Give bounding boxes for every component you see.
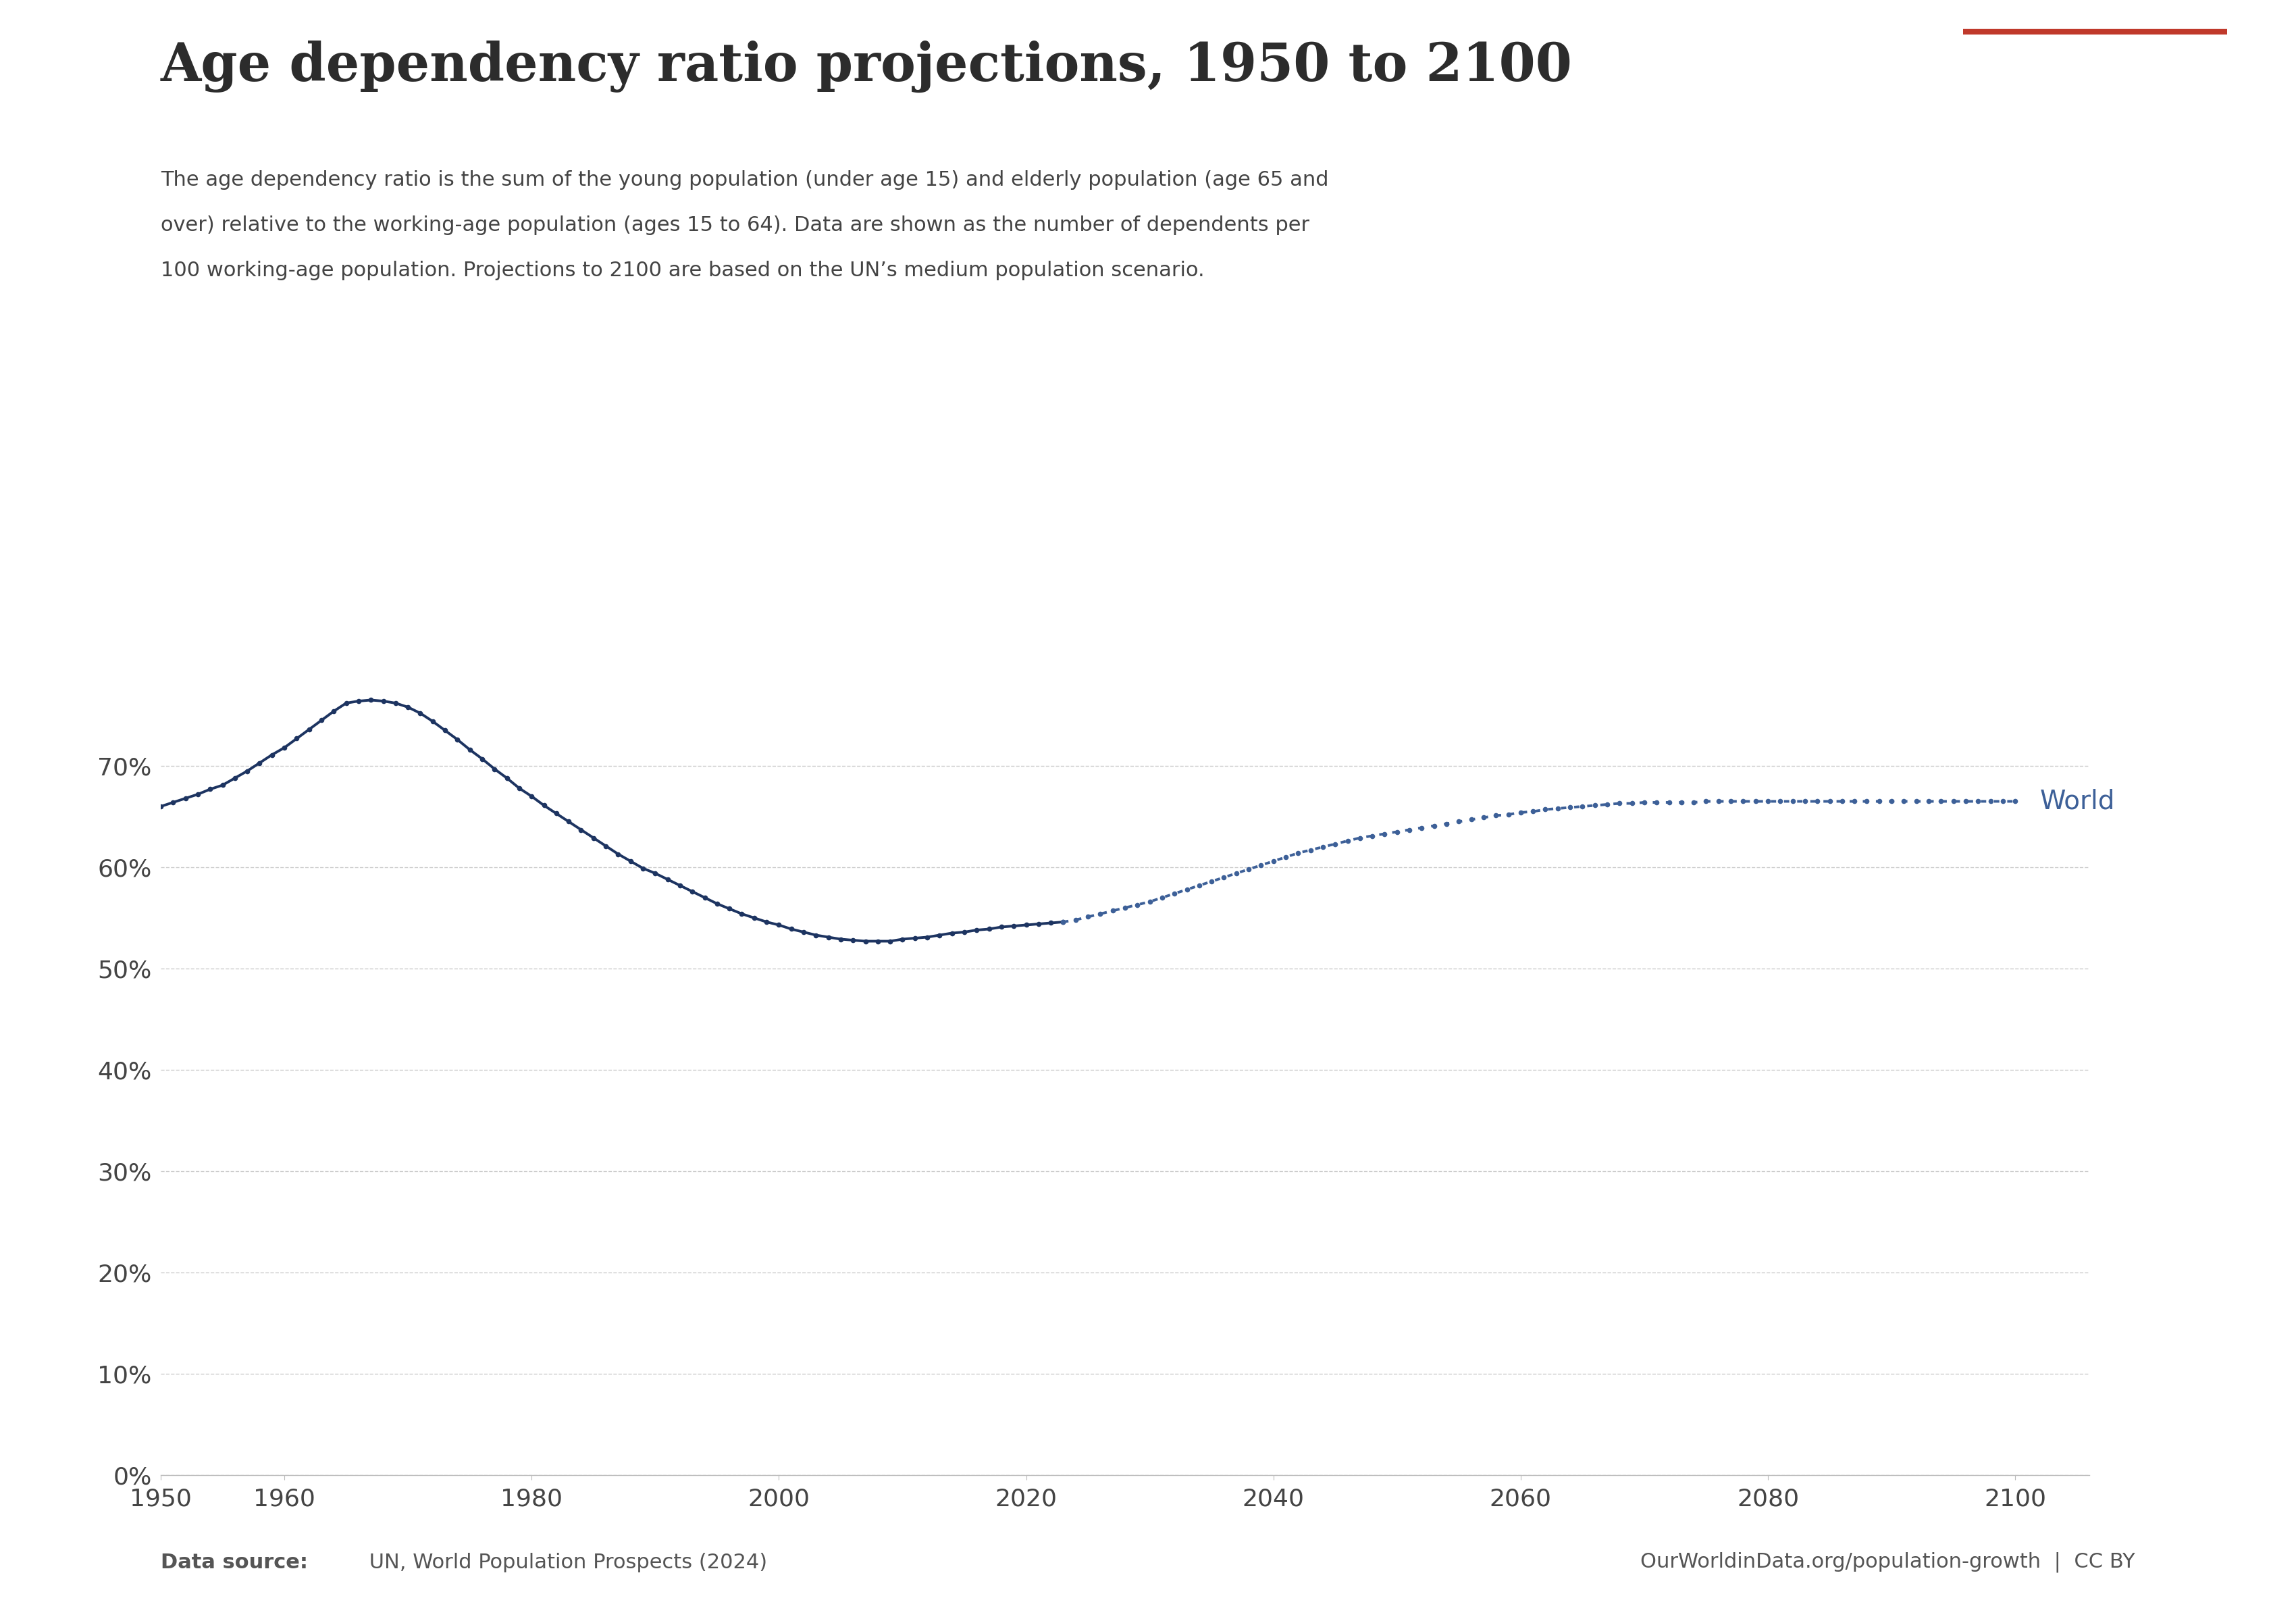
Text: in Data: in Data bbox=[2053, 94, 2138, 113]
Text: over) relative to the working-age population (ages 15 to 64). Data are shown as : over) relative to the working-age popula… bbox=[161, 216, 1309, 235]
Text: UN, World Population Prospects (2024): UN, World Population Prospects (2024) bbox=[363, 1553, 767, 1572]
Text: Data source:: Data source: bbox=[161, 1553, 308, 1572]
Text: OurWorldinData.org/population-growth  |  CC BY: OurWorldinData.org/population-growth | C… bbox=[1642, 1551, 2135, 1572]
Text: World: World bbox=[2039, 788, 2115, 814]
Text: The age dependency ratio is the sum of the young population (under age 15) and e: The age dependency ratio is the sum of t… bbox=[161, 170, 1329, 190]
Text: 100 working-age population. Projections to 2100 are based on the UN’s medium pop: 100 working-age population. Projections … bbox=[161, 261, 1205, 280]
Text: Age dependency ratio projections, 1950 to 2100: Age dependency ratio projections, 1950 t… bbox=[161, 41, 1573, 92]
Text: Our World: Our World bbox=[2037, 53, 2154, 73]
